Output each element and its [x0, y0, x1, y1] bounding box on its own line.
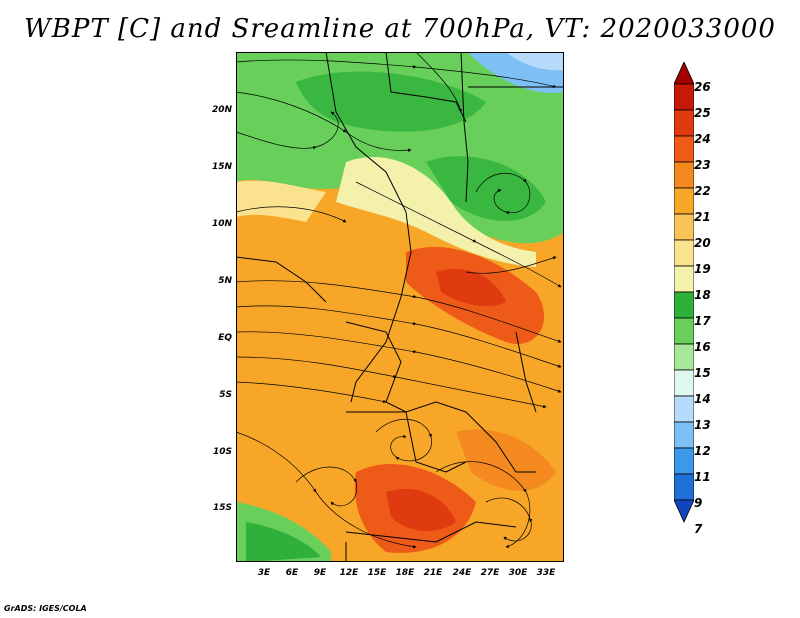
- lat-label-5s: 5S: [219, 390, 232, 400]
- lon-label-33e: 33E: [536, 568, 556, 578]
- colorbar-cell: [674, 317, 694, 345]
- colorbar-cell: [674, 499, 694, 523]
- colorbar-cell: [674, 161, 694, 189]
- lon-label-15e: 15E: [367, 568, 387, 578]
- lon-label-12e: 12E: [339, 568, 359, 578]
- colorbar-cell: [674, 369, 694, 397]
- colorbar-label-22: 22: [694, 184, 711, 198]
- colorbar-label-11: 11: [694, 470, 711, 484]
- colorbar-label-20: 20: [694, 236, 711, 250]
- lat-label-15n: 15N: [211, 162, 232, 172]
- colorbar-label-25: 25: [694, 106, 711, 120]
- colorbar-cell: [674, 135, 694, 163]
- lon-label-24e: 24E: [452, 568, 472, 578]
- streamline-map: [236, 52, 564, 562]
- colorbar-cell: [674, 395, 694, 423]
- colorbar-cell: [674, 343, 694, 371]
- lon-label-9e: 9E: [313, 568, 327, 578]
- colorbar-cells: [674, 62, 694, 523]
- lat-label-10n: 10N: [211, 219, 232, 229]
- colorbar-label-13: 13: [694, 418, 711, 432]
- colorbar-label-24: 24: [694, 132, 711, 146]
- colorbar-cell: [674, 187, 694, 215]
- colorbar-cell: [674, 291, 694, 319]
- lat-label-eq: EQ: [218, 333, 232, 343]
- colorbar-label-26: 26: [694, 80, 711, 94]
- colorbar-cell: [674, 447, 694, 475]
- lon-label-6e: 6E: [285, 568, 299, 578]
- lon-label-30e: 30E: [508, 568, 528, 578]
- colorbar-label-18: 18: [694, 288, 711, 302]
- colorbar: [674, 62, 694, 523]
- colorbar-cell: [674, 109, 694, 137]
- lon-label-21e: 21E: [423, 568, 443, 578]
- colorbar-label-7: 7: [694, 522, 703, 536]
- grads-credit: GrADS: IGES/COLA: [4, 604, 87, 613]
- colorbar-label-12: 12: [694, 444, 711, 458]
- lon-label-3e: 3E: [257, 568, 271, 578]
- colorbar-cell: [674, 421, 694, 449]
- lat-label-5n: 5N: [218, 276, 232, 286]
- map-title: WBPT [C] and Sreamline at 700hPa, VT: 20…: [24, 14, 776, 44]
- lat-label-20n: 20N: [211, 105, 232, 115]
- colorbar-cell: [674, 473, 694, 501]
- colorbar-label-9: 9: [694, 496, 703, 510]
- colorbar-cell: [674, 213, 694, 241]
- colorbar-cell: [674, 83, 694, 111]
- colorbar-cell: [674, 239, 694, 267]
- colorbar-label-23: 23: [694, 158, 711, 172]
- colorbar-cell: [674, 265, 694, 293]
- colorbar-label-16: 16: [694, 340, 711, 354]
- colorbar-cell: [674, 62, 694, 85]
- colorbar-label-17: 17: [694, 314, 711, 328]
- lat-label-10s: 10S: [212, 447, 232, 457]
- lon-label-18e: 18E: [395, 568, 415, 578]
- lat-label-15s: 15S: [212, 503, 232, 513]
- colorbar-label-14: 14: [694, 392, 711, 406]
- lon-label-27e: 27E: [480, 568, 500, 578]
- colorbar-label-19: 19: [694, 262, 711, 276]
- colorbar-label-21: 21: [694, 210, 711, 224]
- colorbar-label-15: 15: [694, 366, 711, 380]
